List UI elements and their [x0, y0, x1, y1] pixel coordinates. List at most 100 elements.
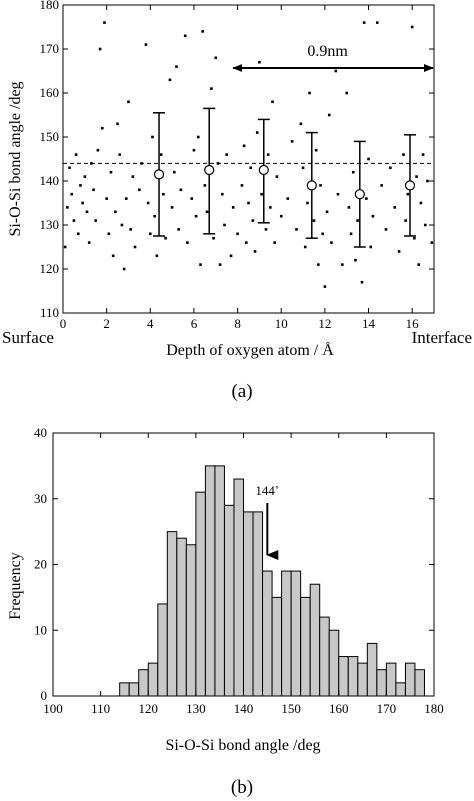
scatter-point	[365, 197, 368, 200]
x-tick-label: 2	[103, 316, 110, 331]
histogram-bar	[223, 504, 235, 697]
scatter-point	[266, 153, 270, 156]
scatter-point	[413, 236, 416, 240]
scatter-point	[186, 241, 189, 244]
histogram-bar	[300, 596, 311, 697]
histogram-bar	[347, 656, 359, 697]
scatter-point	[402, 153, 405, 156]
histogram-bar	[147, 662, 159, 697]
x-tick-label: 4	[147, 316, 154, 331]
scatter-point	[79, 184, 82, 187]
scatter-point	[218, 263, 222, 266]
scatter-point	[194, 214, 198, 218]
scatter-point	[389, 166, 392, 170]
scatter-point	[109, 170, 113, 174]
scatter-point	[63, 245, 67, 249]
histogram-bar	[309, 583, 321, 697]
scatter-point	[299, 122, 303, 126]
scatter-point	[116, 122, 119, 126]
scatter-point	[334, 69, 338, 73]
scatter-point	[153, 214, 156, 218]
scatter-point	[118, 153, 122, 156]
y-tick-label: 150	[40, 129, 60, 144]
scatter-x-ticks: 0 2 4 6 8 10 12 14 16	[60, 5, 419, 331]
scatter-point	[371, 214, 375, 218]
scatter-point	[162, 192, 165, 196]
histogram-bar	[338, 656, 349, 697]
scatter-point	[173, 170, 176, 174]
y-tick-label: 30	[34, 491, 47, 506]
histogram-bar	[404, 662, 416, 697]
scatter-point	[393, 206, 397, 209]
x-tick-label: 10	[275, 316, 288, 331]
histogram-bar	[157, 603, 168, 697]
scatter-point	[83, 175, 87, 178]
x-tick-label: 14	[362, 316, 376, 331]
scatter-point	[159, 153, 163, 156]
scatter-point	[214, 56, 218, 60]
scatter-point	[72, 219, 76, 222]
scatter-point	[345, 91, 349, 95]
scatter-panel: 110 120 130 140 150 160 170 180 0 2 4 6 8 10 12 14 16 0…	[2, 0, 472, 402]
scatter-point	[199, 263, 202, 266]
scatter-point	[107, 232, 111, 236]
scatter-point	[114, 210, 117, 214]
scatter-point	[360, 280, 364, 284]
scatter-point	[120, 223, 124, 227]
histogram-bar	[395, 682, 406, 697]
scatter-point	[258, 60, 261, 64]
histogram-bar	[252, 511, 264, 697]
scatter-point	[231, 206, 235, 209]
mean-marker	[258, 164, 269, 176]
scatter-point	[68, 166, 71, 170]
histogram-x-ticks: 100 110 120 130 140 150 160 170 180	[43, 433, 444, 716]
mean-marker	[354, 189, 365, 200]
scatter-point	[203, 184, 207, 187]
scatter-point	[367, 157, 370, 161]
scatter-point	[124, 197, 128, 200]
y-tick-label: 130	[40, 217, 60, 232]
scatter-point	[229, 254, 233, 258]
scatter-point	[81, 201, 84, 205]
scatter-point	[96, 148, 100, 152]
scatter-point	[321, 232, 324, 236]
x-tick-label: 12	[318, 316, 331, 331]
scatter-point	[175, 65, 178, 68]
scatter-point	[138, 188, 141, 192]
scatter-point	[221, 192, 224, 196]
histogram-bars	[119, 465, 425, 697]
y-tick-label: 120	[40, 261, 60, 276]
x-tick-label: 120	[139, 701, 159, 716]
scatter-point	[66, 206, 69, 209]
caption-b: (b)	[231, 777, 253, 798]
mean-marker	[153, 169, 165, 180]
histogram-bar	[138, 669, 149, 697]
x-tick-label: 6	[191, 316, 198, 331]
scatter-point	[240, 184, 244, 187]
scatter-point	[98, 47, 102, 51]
scatter-point	[85, 210, 89, 214]
scatter-points	[63, 21, 434, 288]
scatter-point	[87, 241, 91, 244]
scatter-point	[323, 285, 327, 288]
scatter-point	[164, 236, 167, 240]
x-tick-label: 16	[406, 316, 420, 331]
scatter-point	[349, 232, 353, 236]
histogram-bar	[357, 662, 368, 697]
scatter-point	[308, 91, 311, 95]
histogram-bar	[328, 629, 340, 697]
scatter-point	[419, 201, 423, 205]
scatter-point	[129, 228, 132, 231]
interface-label: Interface	[412, 328, 472, 347]
scatter-point	[351, 170, 355, 174]
histogram-bar	[185, 544, 197, 697]
scatter-point	[192, 148, 196, 152]
scatter-point	[279, 214, 283, 218]
histogram-bar	[414, 669, 425, 697]
y-tick-label: 140	[40, 173, 60, 188]
scatter-point	[375, 21, 379, 24]
scatter-point	[380, 184, 383, 187]
scatter-point	[168, 78, 172, 82]
x-tick-label: 180	[424, 701, 444, 716]
scatter-point	[417, 263, 421, 266]
